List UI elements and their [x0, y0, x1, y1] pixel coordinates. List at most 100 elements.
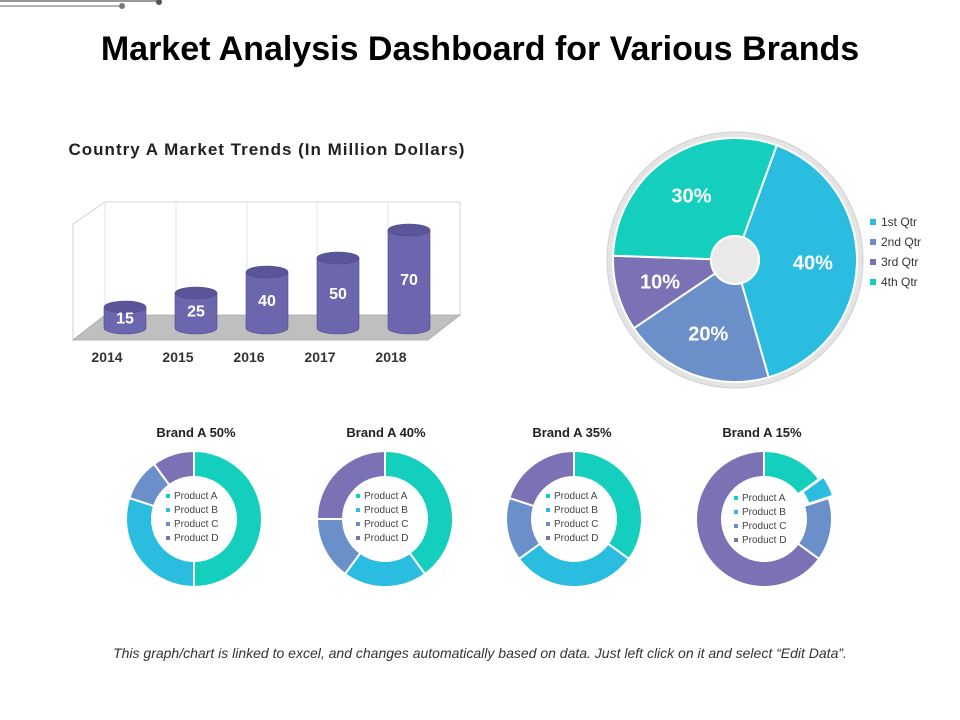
bar-value-label: 25: [187, 304, 205, 321]
donut-legend-item: Product C: [546, 517, 598, 531]
legend-label: Product D: [364, 532, 409, 544]
legend-item: 2nd Qtr: [870, 232, 921, 252]
quarterly-pie-chart: 40% 20% 10% 30%: [606, 131, 864, 389]
footnote: This graph/chart is linked to excel, and…: [113, 645, 847, 661]
legend-label: Product D: [742, 534, 787, 546]
legend-swatch: [356, 494, 360, 498]
x-tick-label: 2016: [233, 349, 264, 365]
legend-swatch: [356, 522, 360, 526]
legend-swatch: [356, 508, 360, 512]
legend-swatch: [546, 536, 550, 540]
donut-legend-item: Product B: [166, 503, 218, 517]
x-tick-label: 2018: [375, 349, 406, 365]
donut-legend-item: Product A: [546, 489, 598, 503]
legend-label: 3rd Qtr: [881, 255, 919, 269]
brand-donut-chart-2: [315, 449, 454, 588]
legend-label: Product D: [174, 532, 219, 544]
legend-swatch: [166, 508, 170, 512]
donut-slice-product-b: [517, 542, 631, 588]
quarterly-pie-legend: 1st Qtr 2nd Qtr 3rd Qtr 4th Qtr: [870, 212, 921, 292]
donut-legend-3: Product A Product B Product C Product D: [546, 489, 598, 545]
bar-2016: 40: [245, 265, 289, 335]
donut-legend-item: Product B: [356, 503, 408, 517]
donut-legend-item: Product A: [166, 489, 218, 503]
bar-2018: 70: [387, 223, 431, 335]
donut-slice-product-d: [152, 449, 195, 487]
legend-label: Product C: [364, 518, 409, 530]
donut-title-3: Brand A 35%: [532, 425, 612, 440]
legend-swatch: [546, 522, 550, 526]
pie-value-label: 10%: [640, 271, 680, 293]
brand-donut-chart-1: [125, 449, 263, 589]
donut-legend-item: Product D: [166, 531, 218, 545]
bar-2015: 25: [174, 286, 218, 335]
decorative-lines: [0, 0, 162, 9]
legend-label: Product B: [554, 504, 598, 516]
donut-legend-2: Product A Product B Product C Product D: [356, 489, 408, 545]
legend-swatch: [166, 536, 170, 540]
legend-swatch: [166, 522, 170, 526]
donut-legend-item: Product D: [734, 533, 786, 547]
legend-swatch: [870, 259, 876, 265]
legend-swatch: [546, 494, 550, 498]
legend-label: Product B: [742, 506, 786, 518]
legend-label: Product C: [554, 518, 599, 530]
bar-2017: 50: [316, 251, 360, 335]
legend-swatch: [870, 239, 876, 245]
donut-legend-item: Product C: [734, 519, 786, 533]
legend-label: Product C: [174, 518, 219, 530]
donut-title-4: Brand A 15%: [722, 425, 802, 440]
legend-swatch: [734, 496, 738, 500]
legend-swatch: [870, 219, 876, 225]
legend-label: Product A: [554, 490, 598, 502]
donut-legend-item: Product C: [166, 517, 218, 531]
legend-label: Product B: [364, 504, 408, 516]
x-tick-label: 2017: [304, 349, 335, 365]
bar-chart: 15 2014 25 2015 40 2016 50 2017 70 2018: [71, 201, 462, 365]
bar-value-label: 15: [116, 311, 134, 328]
pie-value-label: 40%: [793, 253, 833, 275]
legend-item: 1st Qtr: [870, 212, 921, 232]
donut-legend-item: Product B: [734, 505, 786, 519]
legend-label: Product B: [174, 504, 218, 516]
pie-value-label: 30%: [671, 185, 711, 207]
legend-swatch: [166, 494, 170, 498]
bar-value-label: 70: [400, 272, 418, 289]
legend-swatch: [870, 279, 876, 285]
donut-legend-item: Product C: [356, 517, 408, 531]
donut-legend-1: Product A Product B Product C Product D: [166, 489, 218, 545]
legend-swatch: [734, 510, 738, 514]
bar-chart-title: Country A Market Trends (In Million Doll…: [68, 140, 466, 159]
donut-title-1: Brand A 50%: [156, 425, 236, 440]
donut-legend-item: Product D: [546, 531, 598, 545]
donut-legend-item: Product A: [356, 489, 408, 503]
bar-value-label: 40: [258, 293, 276, 310]
bar-value-label: 50: [329, 286, 347, 303]
brand-donut-chart-3: [505, 449, 643, 588]
legend-label: Product A: [742, 492, 786, 504]
brand-donut-chart-4: [695, 449, 834, 588]
donut-slice-product-a: [384, 449, 454, 576]
donut-title-2: Brand A 40%: [346, 425, 426, 440]
bar-2014: 15: [103, 300, 147, 335]
x-tick-label: 2015: [162, 349, 193, 365]
legend-label: Product A: [174, 490, 218, 502]
legend-label: 4th Qtr: [881, 275, 918, 289]
legend-swatch: [734, 524, 738, 528]
donut-legend-item: Product D: [356, 531, 408, 545]
legend-swatch: [356, 536, 360, 540]
pie-value-label: 20%: [688, 323, 728, 345]
donut-legend-4: Product A Product B Product C Product D: [734, 491, 786, 547]
pie-center-hole: [710, 235, 760, 285]
legend-item: 4th Qtr: [870, 272, 921, 292]
legend-label: 1st Qtr: [881, 215, 918, 229]
page-title: Market Analysis Dashboard for Various Br…: [100, 30, 860, 68]
donut-legend-item: Product B: [546, 503, 598, 517]
donut-legend-item: Product A: [734, 491, 786, 505]
donut-slice-product-a: [193, 449, 263, 589]
donut-slice-product-d: [508, 449, 575, 508]
donut-slice-product-d: [695, 449, 821, 588]
legend-item: 3rd Qtr: [870, 252, 921, 272]
donut-slice-product-d: [315, 449, 386, 520]
legend-label: Product C: [742, 520, 787, 532]
